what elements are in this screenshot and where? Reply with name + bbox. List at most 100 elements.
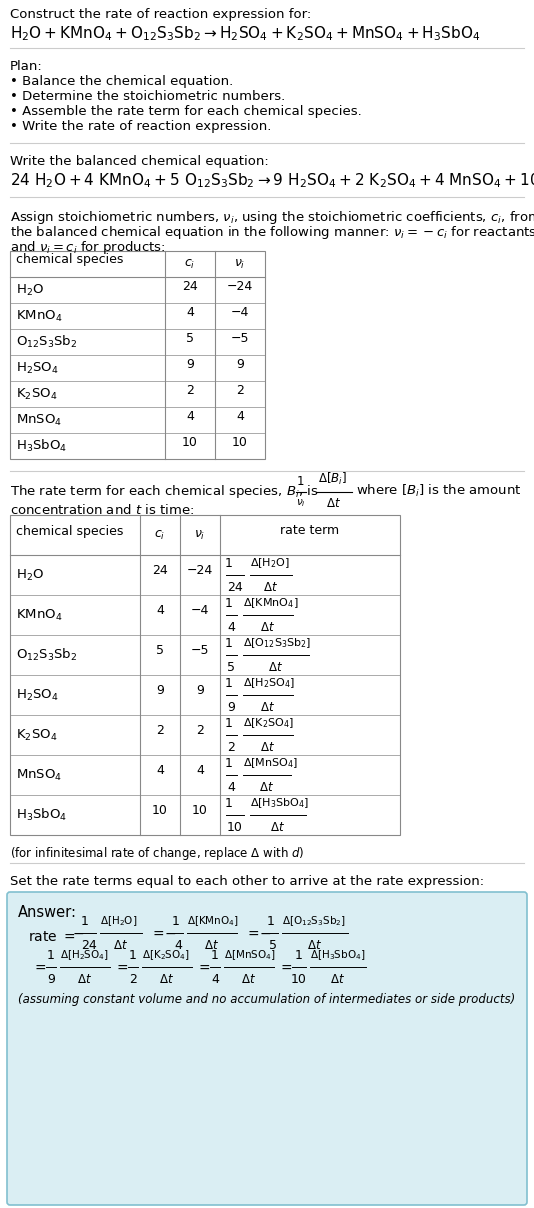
Text: concentration and $t$ is time:: concentration and $t$ is time: bbox=[10, 503, 194, 517]
Text: 10: 10 bbox=[192, 805, 208, 818]
Text: 2: 2 bbox=[129, 972, 137, 986]
Text: $\Delta[\mathrm{O_{12}S_3Sb_2}]$: $\Delta[\mathrm{O_{12}S_3Sb_2}]$ bbox=[282, 914, 346, 928]
Text: $\mathregular{H_2O}$: $\mathregular{H_2O}$ bbox=[16, 283, 44, 297]
Text: Answer:: Answer: bbox=[18, 905, 77, 920]
Text: 24: 24 bbox=[227, 581, 243, 594]
Text: −5: −5 bbox=[231, 331, 249, 344]
Text: 1: 1 bbox=[172, 914, 180, 928]
Text: $=$: $=$ bbox=[278, 960, 293, 974]
Text: $\Delta t$: $\Delta t$ bbox=[263, 581, 279, 594]
Text: 5: 5 bbox=[269, 939, 277, 952]
Text: $\Delta t$: $\Delta t$ bbox=[241, 972, 256, 986]
Text: 4: 4 bbox=[227, 782, 235, 794]
Text: 24: 24 bbox=[152, 564, 168, 577]
Text: 4: 4 bbox=[156, 604, 164, 617]
Text: $\Delta t$: $\Delta t$ bbox=[205, 939, 219, 952]
Text: −24: −24 bbox=[187, 564, 213, 577]
Text: $\mathregular{KMnO_4}$: $\mathregular{KMnO_4}$ bbox=[16, 308, 62, 324]
Text: 1: 1 bbox=[225, 637, 233, 650]
Text: $\Delta t$: $\Delta t$ bbox=[160, 972, 175, 986]
Text: $\mathrm{H_2O + KMnO_4 + O_{12}S_3Sb_2 \rightarrow H_2SO_4 + K_2SO_4 + MnSO_4 + : $\mathrm{H_2O + KMnO_4 + O_{12}S_3Sb_2 \… bbox=[10, 24, 480, 42]
Text: 4: 4 bbox=[196, 765, 204, 778]
Text: $c_i$: $c_i$ bbox=[154, 528, 166, 541]
Text: $=$: $=$ bbox=[150, 927, 165, 940]
Text: $-$: $-$ bbox=[164, 927, 176, 940]
Text: $\Delta[\mathrm{H_2SO_4}]$: $\Delta[\mathrm{H_2SO_4}]$ bbox=[243, 676, 295, 690]
Text: $\Delta[\mathrm{K_2SO_4}]$: $\Delta[\mathrm{K_2SO_4}]$ bbox=[142, 948, 190, 962]
Text: 4: 4 bbox=[174, 939, 182, 952]
Text: 4: 4 bbox=[156, 765, 164, 778]
Text: 1: 1 bbox=[129, 949, 137, 962]
Text: $-$: $-$ bbox=[72, 927, 84, 940]
Text: −4: −4 bbox=[231, 306, 249, 319]
Text: 4: 4 bbox=[236, 410, 244, 423]
Text: Write the balanced chemical equation:: Write the balanced chemical equation: bbox=[10, 155, 269, 168]
Text: (assuming constant volume and no accumulation of intermediates or side products): (assuming constant volume and no accumul… bbox=[18, 993, 515, 1006]
Text: 1: 1 bbox=[211, 949, 219, 962]
Text: −24: −24 bbox=[227, 279, 253, 292]
Text: 4: 4 bbox=[186, 410, 194, 423]
Text: $\Delta[B_i]$: $\Delta[B_i]$ bbox=[318, 471, 347, 487]
Text: $\Delta[\mathrm{KMnO_4}]$: $\Delta[\mathrm{KMnO_4}]$ bbox=[187, 914, 239, 928]
Text: $\mathregular{H_2SO_4}$: $\mathregular{H_2SO_4}$ bbox=[16, 360, 59, 376]
Text: 1: 1 bbox=[295, 949, 303, 962]
Text: 9: 9 bbox=[196, 685, 204, 697]
Text: $\mathregular{K_2SO_4}$: $\mathregular{K_2SO_4}$ bbox=[16, 387, 57, 401]
Text: 9: 9 bbox=[156, 685, 164, 697]
Text: $\Delta t$: $\Delta t$ bbox=[331, 972, 345, 986]
Text: 5: 5 bbox=[186, 331, 194, 344]
Text: $\Delta t$: $\Delta t$ bbox=[114, 939, 129, 952]
Text: $\Delta[\mathrm{MnSO_4}]$: $\Delta[\mathrm{MnSO_4}]$ bbox=[224, 948, 276, 962]
Text: $\mathregular{H_3SbO_4}$: $\mathregular{H_3SbO_4}$ bbox=[16, 439, 67, 454]
FancyBboxPatch shape bbox=[7, 892, 527, 1206]
Text: 2: 2 bbox=[196, 725, 204, 738]
Text: $=$: $=$ bbox=[196, 960, 211, 974]
Text: $\mathregular{O_{12}S_3Sb_2}$: $\mathregular{O_{12}S_3Sb_2}$ bbox=[16, 647, 77, 663]
Text: $\mathregular{O_{12}S_3Sb_2}$: $\mathregular{O_{12}S_3Sb_2}$ bbox=[16, 333, 77, 350]
Text: 9: 9 bbox=[236, 358, 244, 371]
Text: and $\nu_i = c_i$ for products:: and $\nu_i = c_i$ for products: bbox=[10, 239, 166, 256]
Text: $=$: $=$ bbox=[245, 927, 260, 940]
Text: 2: 2 bbox=[156, 725, 164, 738]
Text: • Determine the stoichiometric numbers.: • Determine the stoichiometric numbers. bbox=[10, 91, 285, 103]
Text: $\Delta[\mathrm{H_2SO_4}]$: $\Delta[\mathrm{H_2SO_4}]$ bbox=[60, 948, 109, 962]
Text: $=$: $=$ bbox=[32, 960, 47, 974]
Text: Set the rate terms equal to each other to arrive at the rate expression:: Set the rate terms equal to each other t… bbox=[10, 875, 484, 888]
Text: the balanced chemical equation in the following manner: $\nu_i = -c_i$ for react: the balanced chemical equation in the fo… bbox=[10, 223, 534, 242]
Text: $\Delta[\mathrm{MnSO_4}]$: $\Delta[\mathrm{MnSO_4}]$ bbox=[243, 756, 298, 769]
Text: chemical species: chemical species bbox=[16, 254, 123, 267]
Text: $\mathrm{24\ H_2O + 4\ KMnO_4 + 5\ O_{12}S_3Sb_2 \rightarrow 9\ H_2SO_4 + 2\ K_2: $\mathrm{24\ H_2O + 4\ KMnO_4 + 5\ O_{12… bbox=[10, 172, 534, 190]
Text: 1: 1 bbox=[47, 949, 55, 962]
Text: $\Delta[\mathrm{K_2SO_4}]$: $\Delta[\mathrm{K_2SO_4}]$ bbox=[243, 716, 294, 730]
Text: $\mathregular{K_2SO_4}$: $\mathregular{K_2SO_4}$ bbox=[16, 727, 57, 743]
Text: 10: 10 bbox=[227, 821, 243, 834]
Text: 1: 1 bbox=[225, 557, 233, 570]
Text: 5: 5 bbox=[156, 645, 164, 657]
Text: $\nu_i$: $\nu_i$ bbox=[234, 257, 246, 271]
Text: 9: 9 bbox=[47, 972, 55, 986]
Text: $\mathregular{MnSO_4}$: $\mathregular{MnSO_4}$ bbox=[16, 412, 62, 428]
Text: 1: 1 bbox=[225, 676, 233, 690]
Text: rate term: rate term bbox=[280, 524, 340, 538]
Text: $\Delta t$: $\Delta t$ bbox=[77, 972, 92, 986]
Text: −5: −5 bbox=[191, 645, 209, 657]
Text: $\mathregular{H_3SbO_4}$: $\mathregular{H_3SbO_4}$ bbox=[16, 807, 67, 823]
Text: Assign stoichiometric numbers, $\nu_i$, using the stoichiometric coefficients, $: Assign stoichiometric numbers, $\nu_i$, … bbox=[10, 209, 534, 226]
Text: $\Delta t$: $\Delta t$ bbox=[326, 496, 342, 510]
Text: Plan:: Plan: bbox=[10, 60, 43, 72]
Text: $\Delta t$: $\Delta t$ bbox=[269, 661, 284, 674]
Text: 10: 10 bbox=[182, 436, 198, 448]
Text: $\Delta[\mathrm{H_3SbO_4}]$: $\Delta[\mathrm{H_3SbO_4}]$ bbox=[310, 948, 366, 962]
Text: The rate term for each chemical species, $B_i$, is: The rate term for each chemical species,… bbox=[10, 483, 318, 500]
Text: $\mathregular{MnSO_4}$: $\mathregular{MnSO_4}$ bbox=[16, 767, 62, 783]
Text: $\Delta t$: $\Delta t$ bbox=[261, 741, 276, 754]
Text: (for infinitesimal rate of change, replace $\Delta$ with $d$): (for infinitesimal rate of change, repla… bbox=[10, 846, 304, 863]
Text: 10: 10 bbox=[291, 972, 307, 986]
Text: • Balance the chemical equation.: • Balance the chemical equation. bbox=[10, 75, 233, 88]
Text: 1: 1 bbox=[81, 914, 89, 928]
Text: 9: 9 bbox=[186, 358, 194, 371]
Text: $\nu_i$: $\nu_i$ bbox=[194, 528, 206, 541]
Text: $\mathregular{H_2SO_4}$: $\mathregular{H_2SO_4}$ bbox=[16, 687, 59, 703]
Text: 24: 24 bbox=[182, 279, 198, 292]
Text: 4: 4 bbox=[186, 306, 194, 319]
